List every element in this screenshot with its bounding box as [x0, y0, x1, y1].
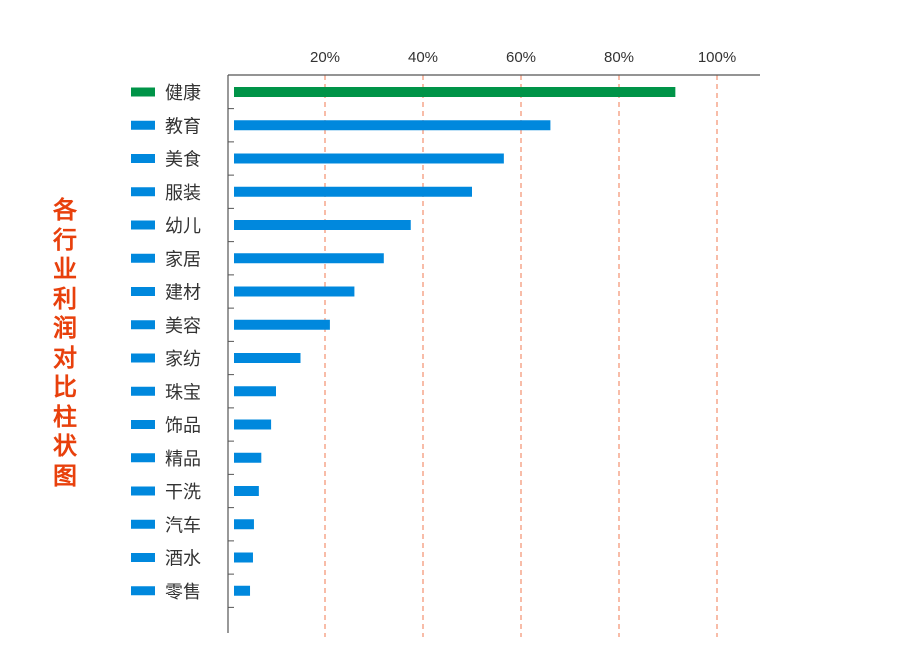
legend-swatch — [131, 220, 155, 230]
category-label: 幼儿 — [165, 216, 201, 237]
legend-swatch — [131, 453, 155, 463]
category-label: 酒水 — [165, 549, 201, 570]
legend-swatch — [131, 287, 155, 296]
category-label: 汽车 — [165, 515, 201, 536]
bar-家居 — [234, 253, 384, 264]
bar-汽车 — [234, 519, 254, 530]
legend-swatch — [131, 120, 155, 130]
category-label: 家纺 — [165, 349, 201, 370]
legend-swatch — [131, 386, 155, 396]
bar-美容 — [234, 319, 330, 330]
category-label: 健康 — [165, 83, 201, 104]
category-label: 干洗 — [165, 482, 201, 503]
legend-swatch — [131, 320, 155, 330]
category-label: 美容 — [165, 316, 201, 337]
bar-干洗 — [234, 486, 259, 496]
legend-swatch — [131, 553, 155, 562]
category-label: 精品 — [165, 449, 201, 470]
legend-swatch — [131, 519, 155, 529]
bar-幼儿 — [234, 220, 411, 230]
legend-swatch — [131, 154, 155, 163]
x-tick-label: 20% — [310, 49, 340, 66]
category-label: 珠宝 — [165, 382, 201, 403]
x-tick-label: 60% — [506, 49, 536, 66]
legend-swatch — [131, 353, 155, 363]
bar-健康 — [234, 87, 676, 97]
bar-酒水 — [234, 552, 253, 563]
category-label: 教育 — [165, 116, 201, 137]
category-label: 建材 — [165, 283, 201, 304]
category-label: 服装 — [165, 183, 201, 204]
bar-服装 — [234, 186, 472, 197]
chart-title: 各行业利润对比柱状图 — [53, 196, 77, 490]
category-label: 零售 — [165, 582, 201, 603]
x-tick-label: 100% — [698, 49, 736, 66]
bar-教育 — [234, 120, 551, 131]
legend-swatch — [131, 187, 155, 197]
x-tick-label: 40% — [408, 49, 438, 66]
bar-饰品 — [234, 419, 272, 430]
bar-珠宝 — [234, 386, 276, 397]
category-label: 美食 — [165, 150, 201, 171]
bar-零售 — [234, 585, 251, 596]
bar-家纺 — [234, 353, 301, 363]
legend-swatch — [131, 87, 155, 97]
category-label: 家居 — [165, 249, 201, 270]
bar-精品 — [234, 452, 262, 463]
bar-建材 — [234, 286, 355, 297]
category-label: 饰品 — [165, 416, 201, 437]
legend-swatch — [131, 586, 155, 596]
legend-swatch — [131, 486, 155, 496]
x-tick-label: 80% — [604, 49, 634, 66]
legend-swatch — [131, 253, 155, 263]
bar-美食 — [234, 153, 504, 164]
legend-swatch — [131, 420, 155, 429]
